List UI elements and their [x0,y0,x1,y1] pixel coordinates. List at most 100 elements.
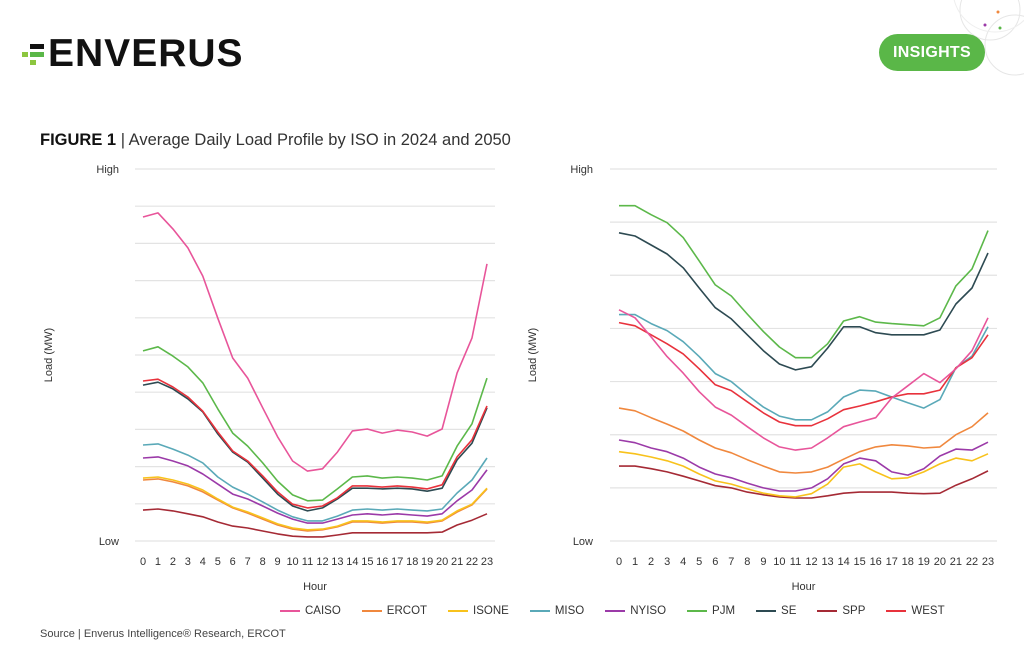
y-tick-label-high: High [96,164,119,176]
brand-name: ENVERUS [48,32,244,75]
legend-label: ISONE [473,605,509,617]
x-tick-label: 10 [286,556,298,568]
x-tick-label: 20 [934,556,946,568]
x-tick-label: 5 [696,556,702,568]
legend-swatch [817,610,838,612]
series-line-se [618,232,989,371]
x-tick-label: 3 [185,556,191,568]
series-line-west [142,378,488,509]
legend-label: MISO [554,605,585,617]
figure-label: FIGURE 1 [40,131,117,149]
legend-swatch [756,610,777,612]
logo-mark-icon [22,39,48,69]
x-tick-label: 2 [170,556,176,568]
legend-label: SPP [842,605,866,617]
x-tick-label: 9 [760,556,766,568]
series-line-ercot [618,407,989,474]
legend-label: NYISO [630,605,667,617]
insights-badge-button[interactable]: INSIGHTS [879,34,985,71]
figure-title: FIGURE 1 | Average Daily Load Profile by… [40,131,511,150]
legend-swatch [687,610,708,612]
x-tick-label: 17 [391,556,403,568]
legend-swatch [280,610,300,612]
x-tick-label: 23 [982,556,994,568]
chart-2050: High Low Load (MW) 0 1 2 3 4 5 6 7 8 9 10 11 12 13 14 15 16… [510,150,1024,600]
x-tick-label: 1 [632,556,638,568]
x-axis-title: Hour [303,581,327,593]
series-line-isone [618,450,989,498]
x-tick-label: 10 [773,556,785,568]
x-axis-title: Hour [792,581,816,593]
legend-swatch [448,610,469,612]
x-tick-label: 13 [331,556,343,568]
legend-item-ercot: ERCOT [361,605,428,617]
legend-item-west: WEST [886,605,945,617]
x-tick-label: 3 [664,556,670,568]
x-tick-label: 22 [466,556,478,568]
x-tick-label: 11 [790,556,801,568]
x-tick-label: 14 [346,556,358,568]
legend-swatch [886,610,907,612]
x-tick-label: 1 [155,556,161,568]
enverus-logo[interactable]: ENVERUS [22,34,244,74]
legend-label: PJM [712,605,736,617]
legend-item-isone: ISONE [448,605,509,617]
series-line-miso [619,313,989,421]
x-tick-label: 8 [260,556,266,568]
series-line-ercot [142,478,488,532]
x-tick-label: 12 [805,556,817,568]
series-line-isone [142,476,488,531]
legend-label: SE [781,605,797,617]
x-tick-label: 21 [451,556,463,568]
chart-2024: High Low Load (MW) 0 1 2 3 4 5 6 7 8 9 10 11 12 13 14 15 16… [0,150,510,600]
x-tick-label: 12 [316,556,328,568]
x-tick-label: 22 [966,556,978,568]
figure-title-text: Average Daily Load Profile by ISO in 202… [128,131,511,149]
x-tick-label: 21 [950,556,962,568]
series-line-spp [142,508,488,538]
series-line-west [618,321,989,427]
series-line-miso [142,443,488,522]
x-tick-label: 8 [744,556,750,568]
x-tick-label: 18 [902,556,914,568]
x-tick-label: 14 [837,556,849,568]
x-tick-label: 23 [481,556,493,568]
x-tick-label: 0 [140,556,146,568]
legend-label: WEST [911,605,945,617]
source-note: Source | Enverus Intelligence® Research,… [40,628,286,640]
x-tick-label: 4 [680,556,686,568]
x-tick-label: 19 [918,556,930,568]
legend-item-se: SE [756,605,796,617]
x-tick-label: 15 [361,556,373,568]
series-line-pjm [142,346,488,502]
series-line-pjm [619,204,989,359]
y-axis-title: Load (MW) [43,328,55,382]
legend-label: CAISO [305,605,341,617]
legend-swatch [529,610,550,612]
x-tick-label: 2 [648,556,654,568]
x-tick-label: 7 [728,556,734,568]
x-tick-label: 5 [215,556,221,568]
x-tick-label: 16 [870,556,882,568]
y-axis-title: Load (MW) [527,328,539,382]
x-tick-label: 13 [821,556,833,568]
series-line-nyiso [618,439,989,492]
series-line-se [142,381,488,512]
y-tick-label-low: Low [99,536,119,548]
x-tick-label: 16 [376,556,388,568]
series-line-nyiso [142,456,488,524]
x-tick-label: 17 [886,556,898,568]
legend-swatch [361,610,382,612]
x-tick-label: 20 [436,556,448,568]
series-line-caiso [142,212,488,472]
series-line-caiso [618,309,989,451]
x-tick-label: 9 [275,556,281,568]
x-tick-label: 6 [712,556,718,568]
legend-swatch [605,610,626,612]
legend-item-miso: MISO [529,605,585,617]
legend-item-nyiso: NYISO [605,605,666,617]
x-tick-label: 0 [616,556,622,568]
legend-label: ERCOT [386,605,428,617]
